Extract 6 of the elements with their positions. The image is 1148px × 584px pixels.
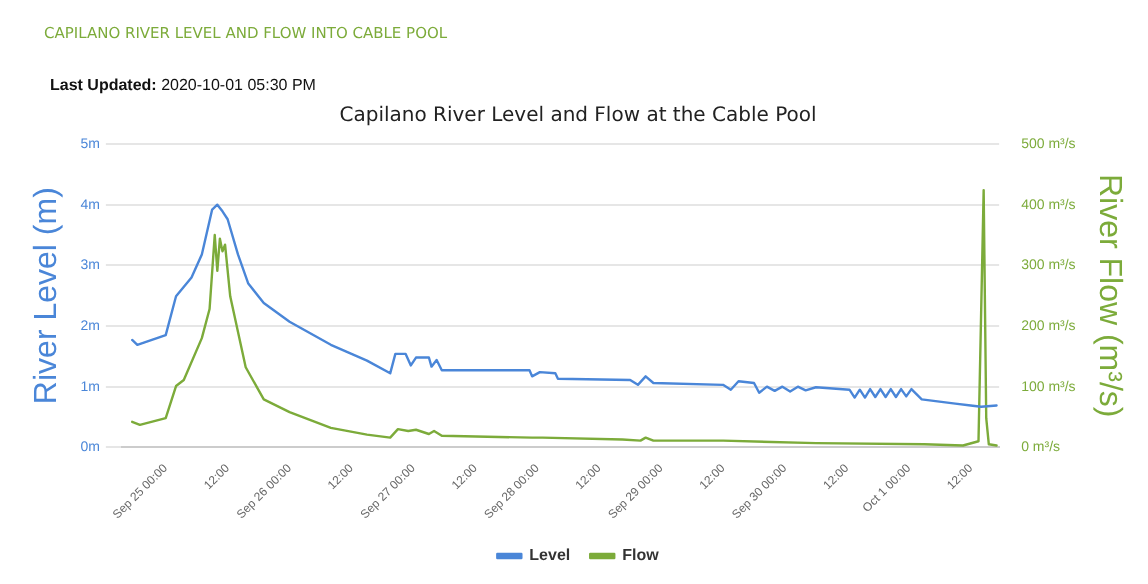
text: Last Updated: 2020-10-01 05:30 PM: [50, 76, 316, 94]
y2-axis-title: River Flow (m³/s): [1091, 173, 1126, 418]
legend-label: Level: [529, 546, 571, 565]
legend-label: Flow: [622, 546, 661, 565]
y-axis-title: River Level (m): [30, 187, 65, 405]
chart-title: Capilano River Level and Flow at the Cable Pool: [339, 105, 817, 128]
